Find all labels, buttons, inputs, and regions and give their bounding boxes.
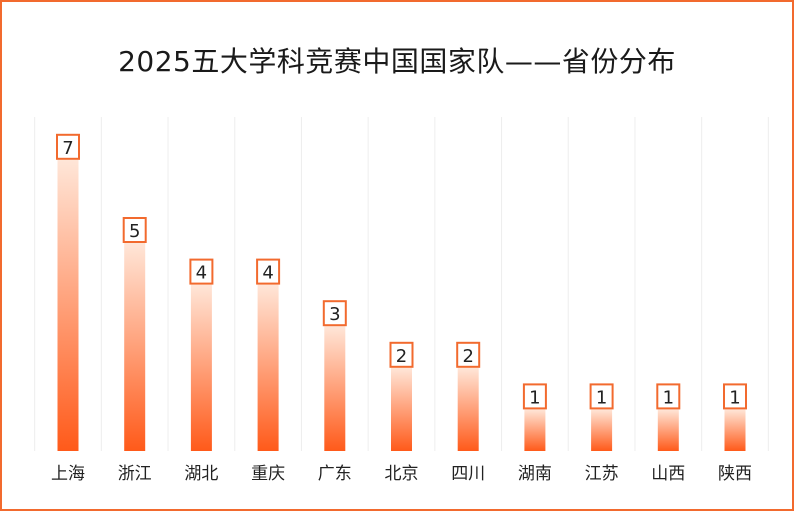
x-tick-label: 上海: [51, 464, 85, 484]
x-tick-label: 广东: [318, 464, 352, 484]
data-label-box: [189, 258, 214, 285]
data-label-box: [522, 383, 547, 410]
bar: [524, 409, 546, 451]
bar: [391, 367, 412, 451]
bar: [591, 409, 613, 451]
data-label: 4: [196, 263, 207, 284]
grid-lines: [34, 117, 769, 451]
chart-title: 2025五大学科竞赛中国国家队——省份分布: [118, 45, 676, 78]
x-tick-label: 山西: [651, 464, 685, 484]
data-label-box: [723, 383, 747, 410]
data-label-box: [122, 217, 147, 243]
data-label: 4: [262, 263, 273, 284]
data-label-box: [389, 341, 414, 368]
x-tick-labels: 上海 浙江 湖北 重庆 广东 北京 四川 湖南 江苏 山西 陕西: [51, 464, 752, 484]
x-tick-label: 陕西: [718, 464, 752, 484]
x-tick-label: 浙江: [118, 464, 152, 484]
x-tick-label: 北京: [385, 464, 419, 484]
data-label-box: [456, 341, 481, 368]
data-label: 1: [596, 387, 607, 408]
data-label: 1: [529, 387, 540, 408]
x-tick-label: 湖北: [184, 464, 218, 484]
bar: [124, 243, 146, 451]
x-tick-label: 四川: [451, 464, 485, 484]
data-label-box: [656, 383, 681, 410]
data-label-box: [56, 133, 80, 160]
bar: [190, 284, 212, 451]
data-label-box: [589, 383, 614, 410]
data-label-box: [256, 258, 281, 285]
bar: [457, 367, 479, 451]
data-label-box: [322, 300, 347, 327]
data-label: 5: [129, 221, 140, 242]
data-label: 2: [462, 346, 473, 367]
data-label: 7: [62, 138, 73, 159]
x-tick-label: 江苏: [585, 464, 619, 484]
x-tick-label: 重庆: [251, 464, 285, 484]
data-label: 1: [729, 387, 740, 408]
x-tick-label: 湖南: [518, 464, 552, 484]
data-label: 1: [663, 387, 674, 408]
data-labels: 7 5 4 4 3 2 2 1 1 1 1: [56, 133, 747, 410]
bar: [657, 409, 679, 451]
bar: [324, 326, 346, 451]
bars: [57, 159, 746, 452]
bar: [57, 159, 79, 452]
bar: [257, 284, 279, 451]
bar: [724, 409, 746, 451]
data-label: 2: [396, 346, 407, 367]
data-label: 3: [329, 304, 340, 325]
